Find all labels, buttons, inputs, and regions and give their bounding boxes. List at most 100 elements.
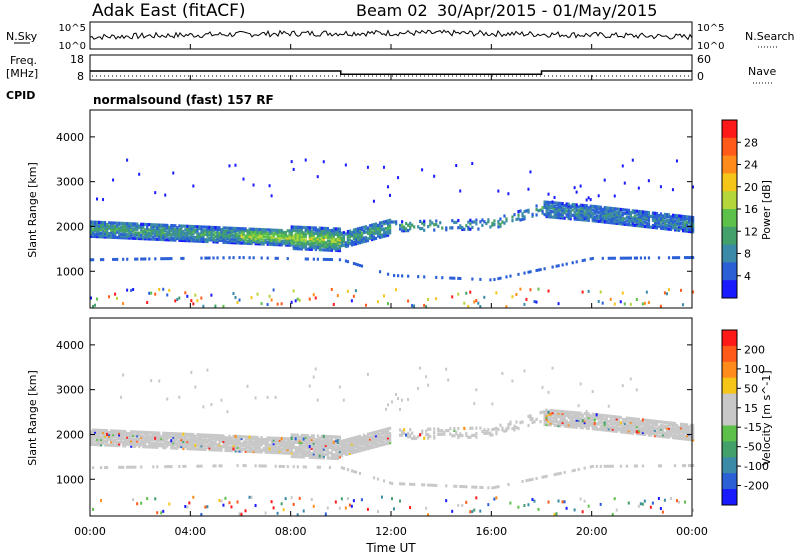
- velocity-cell-827: [282, 445, 285, 450]
- velocity-cell-2028: [643, 431, 647, 435]
- power-cell-785: [264, 230, 267, 234]
- velocity-cell-1157: [340, 450, 344, 454]
- power-cell-689: [242, 227, 245, 231]
- velocity-cell-1529: [493, 497, 496, 501]
- velocity-cell-446: [196, 447, 199, 451]
- velocity-cell-1287: [366, 507, 369, 511]
- power-cell-170: [126, 232, 129, 236]
- power-cell-1350: [376, 300, 379, 304]
- velocity-cell-127: [120, 435, 123, 439]
- velocity-cell-437: [192, 495, 195, 499]
- power-cell-122: [114, 257, 117, 261]
- velocity-cell-172: [130, 435, 133, 439]
- power-cell-2199: [681, 223, 685, 227]
- velocity-cell-1909: [615, 420, 618, 425]
- power-cell-1842: [601, 211, 604, 215]
- power-cell-2055: [647, 219, 651, 224]
- velocity-cell-514: [210, 437, 213, 441]
- velocity-cell-249: [148, 431, 151, 435]
- power-cell-1355: [378, 228, 382, 232]
- velocity-cell-1921: [619, 430, 622, 434]
- power-cell-1104: [324, 234, 327, 238]
- power-cell-723: [250, 227, 253, 231]
- power-cell-1440: [423, 228, 426, 232]
- velocity-cell-684: [250, 442, 253, 446]
- velocity-cell-444: [194, 434, 197, 439]
- velocity-cell-2043: [645, 418, 649, 422]
- velocity-cell-1505: [475, 485, 478, 489]
- velocity-cell-904: [296, 438, 299, 443]
- velocity-cell-715: [256, 437, 259, 441]
- velocity-cell-338: [170, 435, 173, 439]
- velocity-cell-2175: [677, 500, 680, 504]
- velocity-cell-2092: [657, 464, 661, 468]
- velocity-cell-1295: [368, 432, 372, 436]
- velocity-cell-1645: [555, 413, 558, 417]
- velocity-cell-48: [100, 432, 103, 436]
- power-cell-1336: [374, 236, 378, 241]
- power-cell-765: [260, 236, 263, 241]
- velocity-cell-637: [238, 438, 241, 442]
- power-cell-1867: [607, 219, 610, 223]
- velocity-cell-17: [92, 507, 95, 511]
- power-cell-1082: [320, 228, 323, 232]
- power-cell-1351: [378, 235, 382, 239]
- velocity-cell-1985: [633, 422, 637, 427]
- power-cell-575: [218, 238, 221, 242]
- velocity-cell-3: [90, 437, 93, 441]
- velocity-cell-1570: [529, 417, 532, 422]
- velocity-cell-2123: [665, 426, 669, 430]
- velocity-cell-1323: [376, 442, 380, 446]
- power-cell-1379: [384, 221, 388, 225]
- power-cell-651: [234, 230, 237, 234]
- velocity-cell-385: [182, 441, 185, 445]
- velocity-cell-985: [310, 443, 313, 447]
- power-cell-1469: [451, 276, 454, 280]
- velocity-cell-1403: [407, 435, 410, 439]
- power-cell-571: [216, 229, 219, 233]
- power-cell-1217: [344, 163, 347, 167]
- velocity-cell-566: [222, 441, 225, 445]
- power-cell-1087: [322, 241, 325, 245]
- velocity-cell-1380: [388, 432, 392, 436]
- velocity-cell-1002: [312, 436, 315, 440]
- power-cell-327: [162, 236, 165, 240]
- velocity-cell-42: [98, 428, 101, 432]
- power-cell-175: [126, 222, 129, 226]
- velocity-cell-1641: [555, 420, 558, 424]
- velocity-cell-321: [166, 437, 169, 441]
- velocity-cell-1600: [545, 417, 548, 421]
- velocity-cell-1321: [374, 430, 378, 434]
- velocity-cell-54: [102, 439, 105, 443]
- velocity-cell-1296: [370, 445, 374, 450]
- power-cell-1214: [344, 241, 348, 245]
- power-cell-2196: [681, 229, 685, 233]
- velocity-cell-1969: [629, 418, 632, 422]
- power-cell-1278: [358, 232, 362, 236]
- velocity-cell-2009: [639, 432, 643, 436]
- velocity-cell-270: [154, 438, 157, 442]
- velocity-cell-1332: [378, 443, 382, 447]
- power-cell-844: [278, 241, 281, 245]
- velocity-cell-1571: [529, 416, 532, 420]
- power-cell-1621: [549, 200, 552, 205]
- velocity-cell-1420: [419, 433, 422, 437]
- velocity-cell-593: [228, 441, 231, 445]
- velocity-cell-298: [160, 435, 163, 439]
- power-cell-2135: [667, 222, 671, 226]
- power-cell-968: [302, 245, 305, 249]
- velocity-cell-1481: [461, 434, 464, 438]
- velocity-cell-1243: [356, 437, 360, 441]
- velocity-cell-535: [214, 464, 217, 468]
- velocity-cell-98: [112, 432, 115, 437]
- power-cell-1776: [587, 218, 590, 222]
- velocity-cell-520: [212, 444, 215, 448]
- velocity-cell-1406: [409, 435, 412, 439]
- velocity-cell-18: [94, 442, 97, 447]
- velocity-cell-1608: [547, 419, 550, 423]
- velocity-cell-672: [248, 448, 251, 452]
- power-cell-1507: [477, 301, 480, 305]
- velocity-cell-745: [264, 441, 267, 445]
- power-cell-730: [252, 231, 255, 235]
- velocity-cell-759: [266, 395, 269, 399]
